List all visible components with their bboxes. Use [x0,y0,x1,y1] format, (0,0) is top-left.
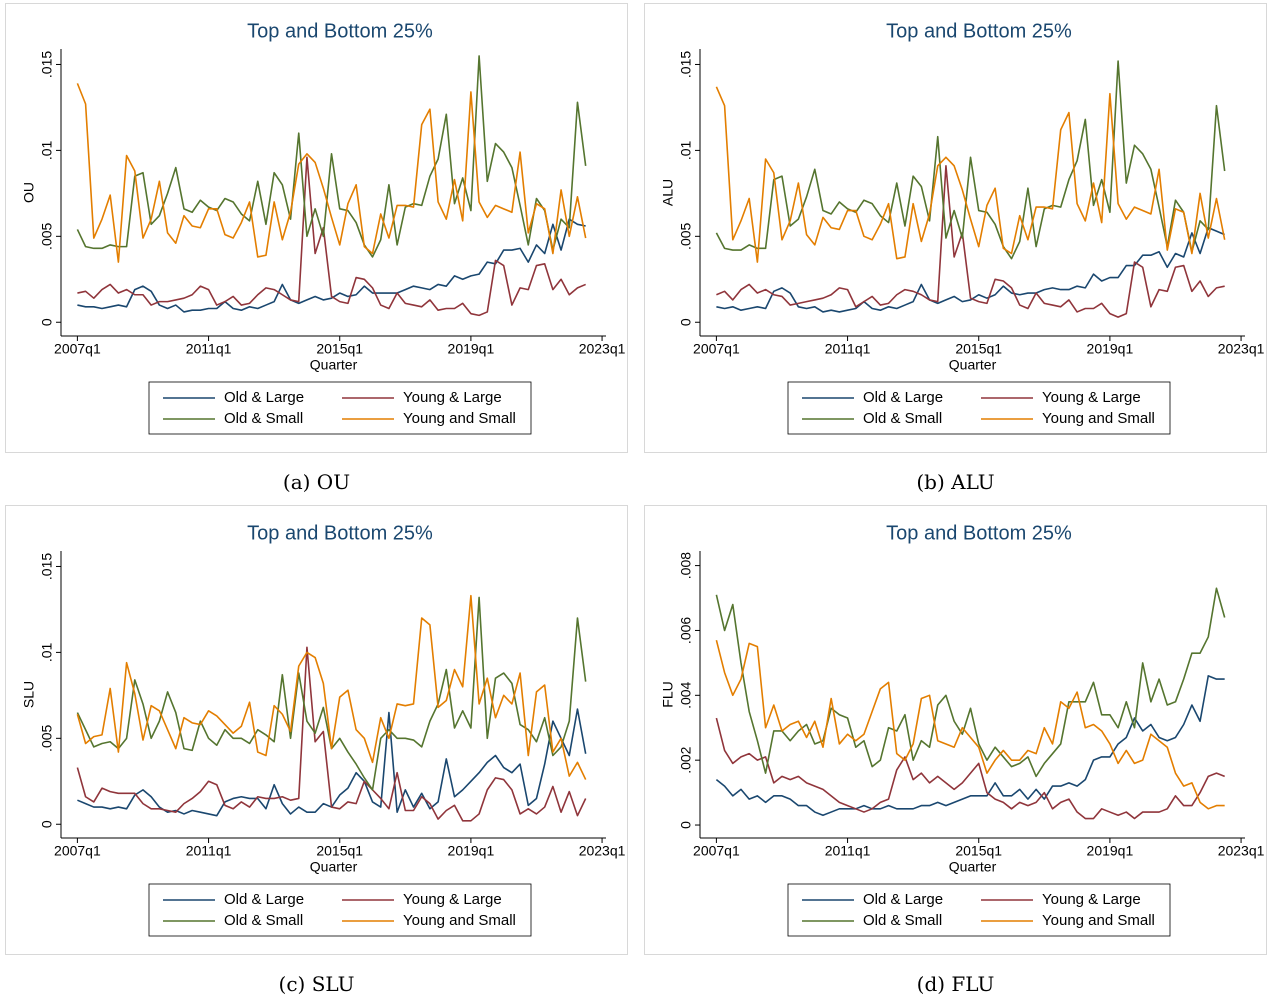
legend-label: Young and Small [403,410,516,427]
y-tick-label: 0 [39,820,55,828]
x-tick-label: 2007q1 [54,341,101,357]
x-tick-label: 2011q1 [186,843,232,859]
y-tick-label: 0 [39,318,55,326]
y-tick-label: .01 [678,140,694,160]
x-tick-label: 2015q1 [316,341,363,357]
legend-label: Old & Small [863,410,942,427]
y-tick-label: .015 [678,51,694,78]
series-line [76,83,587,263]
x-axis-label: Quarter [310,859,358,875]
y-tick-label: .002 [678,746,694,773]
series-line [77,218,586,313]
series-line [715,60,1226,260]
y-tick-label: 0 [678,318,694,326]
x-tick-label: 2011q1 [825,341,871,357]
x-tick-label: 2011q1 [825,843,871,859]
series-line [715,717,1225,820]
y-axis-label: SLU [21,681,37,708]
series-line [715,675,1225,817]
x-tick-label: 2015q1 [316,843,363,859]
y-tick-label: .004 [678,681,694,708]
legend-label: Old & Large [863,891,943,908]
chart-panel: Top and Bottom 25% 0 .005 .01 .015 2007q1 2011… [644,3,1267,453]
legend-box [787,883,1171,937]
y-tick-label: .015 [39,553,55,580]
series-line [76,596,587,791]
y-tick-label: .008 [678,552,694,579]
y-tick-label: .005 [39,724,55,751]
legend-label: Old & Large [224,891,304,908]
legend-label: Young & Large [403,389,502,406]
legend-label: Old & Small [224,410,303,427]
legend-label: Old & Small [224,912,303,929]
x-tick-label: 2019q1 [448,843,495,859]
y-tick-label: .015 [39,51,55,78]
series-line [716,226,1225,313]
caption: (a) OU [282,470,351,494]
y-tick-label: 0 [678,821,694,829]
x-tick-label: 2019q1 [1087,843,1134,859]
legend-label: Old & Small [863,912,942,929]
x-tick-label: 2015q1 [955,341,1002,357]
x-tick-label: 2023q1 [1218,341,1265,357]
x-axis-label: Quarter [949,357,997,373]
y-tick-label: .01 [39,140,55,160]
chart-panel: Top and Bottom 25% 0 .005 .01 .015 2007q1 2011… [5,3,628,453]
series-line [77,156,586,317]
caption: (c) SLU [278,972,355,996]
y-tick-label: .006 [678,617,694,644]
series-line [716,165,1225,318]
x-tick-label: 2019q1 [448,341,495,357]
x-tick-label: 2023q1 [579,843,626,859]
series-line [715,86,1226,263]
x-tick-label: 2015q1 [955,843,1002,859]
y-tick-label: .005 [39,222,55,249]
series-line [715,639,1225,810]
chart-panel: Top and Bottom 25% 0 .002 .004 .006 .008 2007q… [644,505,1267,955]
x-tick-label: 2007q1 [54,843,101,859]
series-line [76,55,587,258]
legend-label: Young and Small [1042,410,1155,427]
y-axis-label: ALU [660,179,676,206]
y-axis-label: OU [21,182,37,203]
chart-panel: Top and Bottom 25% 0 .005 .01 .015 2007q1 2011… [5,505,628,955]
series-line [77,708,587,817]
legend-box [787,381,1171,435]
x-tick-label: 2019q1 [1087,341,1134,357]
series-line [76,646,587,822]
caption: (b) ALU [916,470,995,494]
y-tick-label: .005 [678,222,694,249]
x-tick-label: 2023q1 [579,341,626,357]
chart-title: Top and Bottom 25% [886,20,1072,42]
legend-label: Young & Large [1042,891,1141,908]
legend-box [148,883,532,937]
chart-title: Top and Bottom 25% [247,522,433,544]
x-axis-label: Quarter [310,357,358,373]
y-axis-label: FLU [660,681,676,707]
chart-title: Top and Bottom 25% [247,20,433,42]
legend-label: Young and Small [1042,912,1155,929]
caption: (d) FLU [916,972,995,996]
x-tick-label: 2011q1 [186,341,232,357]
legend-label: Young and Small [403,912,516,929]
x-tick-label: 2023q1 [1218,843,1265,859]
series-line [715,587,1226,778]
legend-label: Young & Large [1042,389,1141,406]
x-axis-label: Quarter [949,859,997,875]
legend-box [148,381,532,435]
series-line [76,594,587,780]
x-tick-label: 2007q1 [693,843,740,859]
legend-label: Old & Large [224,389,304,406]
legend-label: Young & Large [403,891,502,908]
y-tick-label: .01 [39,642,55,662]
legend-label: Old & Large [863,389,943,406]
x-tick-label: 2007q1 [693,341,740,357]
chart-title: Top and Bottom 25% [886,522,1072,544]
